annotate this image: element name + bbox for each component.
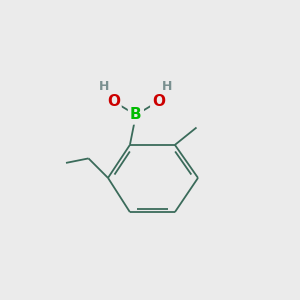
Text: B: B	[130, 107, 142, 122]
Text: H: H	[162, 80, 172, 93]
Text: O: O	[152, 94, 165, 109]
Text: H: H	[99, 80, 110, 93]
Text: O: O	[107, 94, 120, 109]
